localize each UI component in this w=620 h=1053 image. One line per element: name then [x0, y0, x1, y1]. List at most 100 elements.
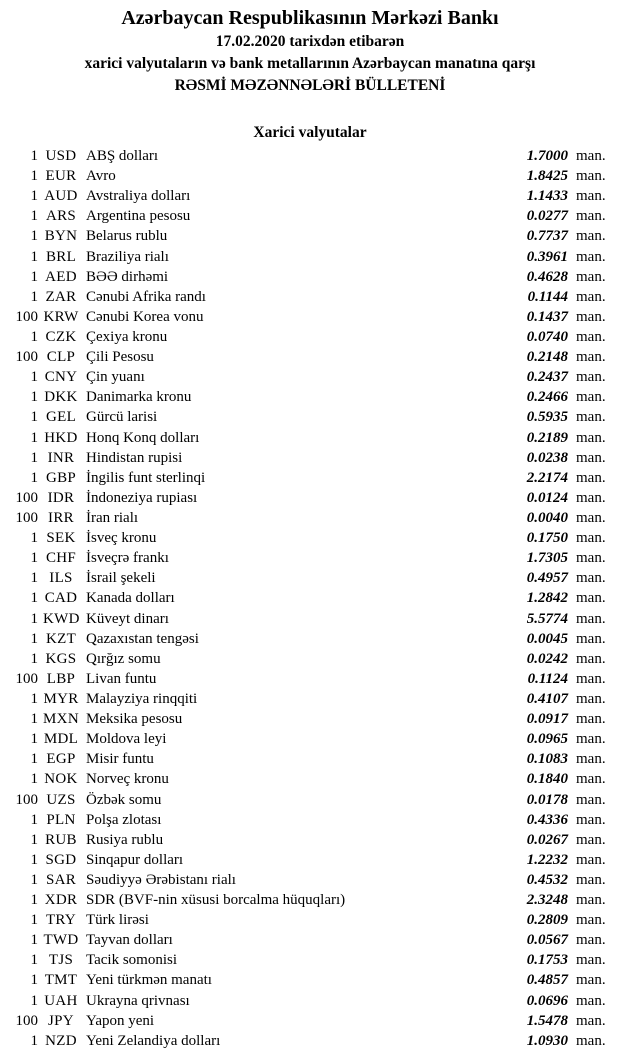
rate-value: 0.4957 — [526, 570, 568, 587]
rate-value: 0.1083 — [526, 751, 568, 768]
rate-code: RUB — [45, 831, 77, 848]
rate-unit: man. — [576, 550, 606, 567]
rate-value: 0.1753 — [526, 952, 568, 969]
rate-qty: 100 — [15, 670, 39, 687]
rate-code: MDL — [43, 731, 79, 748]
rate-unit: man. — [576, 268, 606, 285]
rate-name: ABŞ dolları — [86, 148, 159, 164]
rate-value: 0.1144 — [527, 288, 568, 305]
rate-qty: 1 — [30, 369, 39, 386]
rate-value: 0.1437 — [526, 308, 568, 325]
rate-value: 1.5478 — [526, 1012, 568, 1029]
rate-code: KGS — [45, 650, 77, 667]
rate-code: TMT — [44, 972, 78, 989]
rate-unit: man. — [576, 731, 606, 748]
rate-row: 1 RUB Rusiya rublu 0.0267 man. — [0, 830, 620, 850]
rate-row: 1 ZAR Cənubi Afrika randı 0.1144 man. — [0, 287, 620, 307]
rate-code: AED — [45, 268, 77, 285]
rate-name: İran rialı — [86, 509, 139, 526]
rate-unit: man. — [576, 429, 606, 446]
rate-row: 1 CZK Çexiya kronu 0.0740 man. — [0, 327, 620, 347]
rate-value: 0.2148 — [526, 349, 568, 366]
rate-unit: man. — [576, 308, 606, 325]
rate-code: IDR — [47, 489, 75, 506]
rate-name: İsrail şekeli — [86, 570, 156, 587]
rate-value: 0.2466 — [526, 389, 568, 406]
rate-code: TRY — [45, 912, 77, 929]
rate-unit: man. — [576, 1032, 606, 1049]
rate-value: 0.0242 — [526, 650, 568, 667]
rate-row: 1 PLN Polşa zlotası 0.4336 man. — [0, 810, 620, 830]
rate-unit: man. — [576, 449, 606, 466]
rate-row: 1 TWD Tayvan dolları 0.0567 man. — [0, 930, 620, 950]
rate-code: CLP — [46, 349, 76, 366]
rate-code: GBP — [45, 469, 77, 486]
rate-qty: 1 — [30, 871, 39, 888]
rate-value: 0.0124 — [526, 489, 568, 506]
rate-name: Ukrayna qrivnası — [86, 992, 190, 1009]
rate-row: 1 KGS Qırğız somu 0.0242 man. — [0, 649, 620, 669]
rate-qty: 1 — [30, 570, 39, 587]
rate-name: Gürcü larisi — [86, 409, 158, 426]
rate-code: UZS — [46, 791, 76, 808]
rate-name: Yeni Zelandiya dolları — [86, 1032, 221, 1049]
rate-qty: 1 — [30, 288, 39, 305]
rate-row: 1 INR Hindistan rupisi 0.0238 man. — [0, 448, 620, 468]
rate-unit: man. — [576, 791, 606, 808]
rate-unit: man. — [576, 892, 606, 909]
rate-value: 0.2189 — [526, 429, 568, 446]
rate-unit: man. — [576, 168, 606, 185]
rate-row: 100 LBP Livan funtu 0.1124 man. — [0, 669, 620, 689]
rate-code: JPY — [48, 1012, 74, 1029]
rate-unit: man. — [576, 489, 606, 506]
rate-row: 1 ARS Argentina pesosu 0.0277 man. — [0, 206, 620, 226]
rate-code: KWD — [43, 610, 80, 627]
rate-code: EGP — [46, 751, 76, 768]
rate-value: 1.2842 — [526, 590, 568, 607]
rate-code: KZT — [45, 630, 77, 647]
rate-code: TWD — [43, 932, 79, 949]
rate-unit: man. — [576, 349, 606, 366]
rate-value: 0.2437 — [526, 369, 568, 386]
rate-name: Qırğız somu — [86, 650, 161, 667]
rate-name: Hindistan rupisi — [86, 449, 183, 466]
rate-name: Küveyt dinarı — [86, 610, 169, 627]
rate-row: 100 CLP Çili Pesosu 0.2148 man. — [0, 347, 620, 367]
rate-value: 0.1124 — [527, 670, 568, 687]
rate-unit: man. — [576, 610, 606, 627]
rate-unit: man. — [576, 711, 606, 728]
rate-value: 1.8425 — [526, 168, 568, 185]
rate-value: 0.1840 — [526, 771, 568, 788]
bulletin-subtitle: xarici valyutaların və bank metallarının… — [84, 55, 536, 72]
rate-code: INR — [47, 449, 75, 466]
rate-code: XDR — [44, 892, 78, 909]
rate-row: 1 CHF İsveçrə frankı 1.7305 man. — [0, 548, 620, 568]
rate-unit: man. — [576, 811, 606, 828]
rate-row: 1 UAH Ukrayna qrivnası 0.0696 man. — [0, 991, 620, 1011]
rate-code: CHF — [45, 550, 77, 567]
rate-value: 0.0965 — [526, 731, 568, 748]
rate-name: Avstraliya dolları — [86, 188, 191, 205]
rate-unit: man. — [576, 952, 606, 969]
rate-unit: man. — [576, 690, 606, 707]
rate-qty: 1 — [30, 952, 39, 969]
rate-value: 0.3961 — [526, 248, 568, 265]
rate-code: TJS — [48, 952, 74, 969]
rate-unit: man. — [576, 570, 606, 587]
rate-qty: 1 — [30, 148, 39, 164]
rate-code: CNY — [44, 369, 78, 386]
rate-unit: man. — [576, 912, 606, 929]
rate-qty: 1 — [30, 731, 39, 748]
rate-value: 2.3248 — [526, 892, 568, 909]
rate-name: Polşa zlotası — [86, 811, 162, 828]
rate-row: 1 EGP Misir funtu 0.1083 man. — [0, 749, 620, 769]
rate-unit: man. — [576, 409, 606, 426]
rate-qty: 100 — [15, 349, 39, 366]
rate-code: LBP — [46, 670, 76, 687]
rate-qty: 1 — [30, 751, 39, 768]
rate-qty: 1 — [30, 268, 39, 285]
rate-value: 5.5774 — [526, 610, 568, 627]
rate-name: Cənubi Afrika randı — [86, 288, 206, 305]
rate-unit: man. — [576, 650, 606, 667]
rate-code: ILS — [49, 570, 73, 587]
